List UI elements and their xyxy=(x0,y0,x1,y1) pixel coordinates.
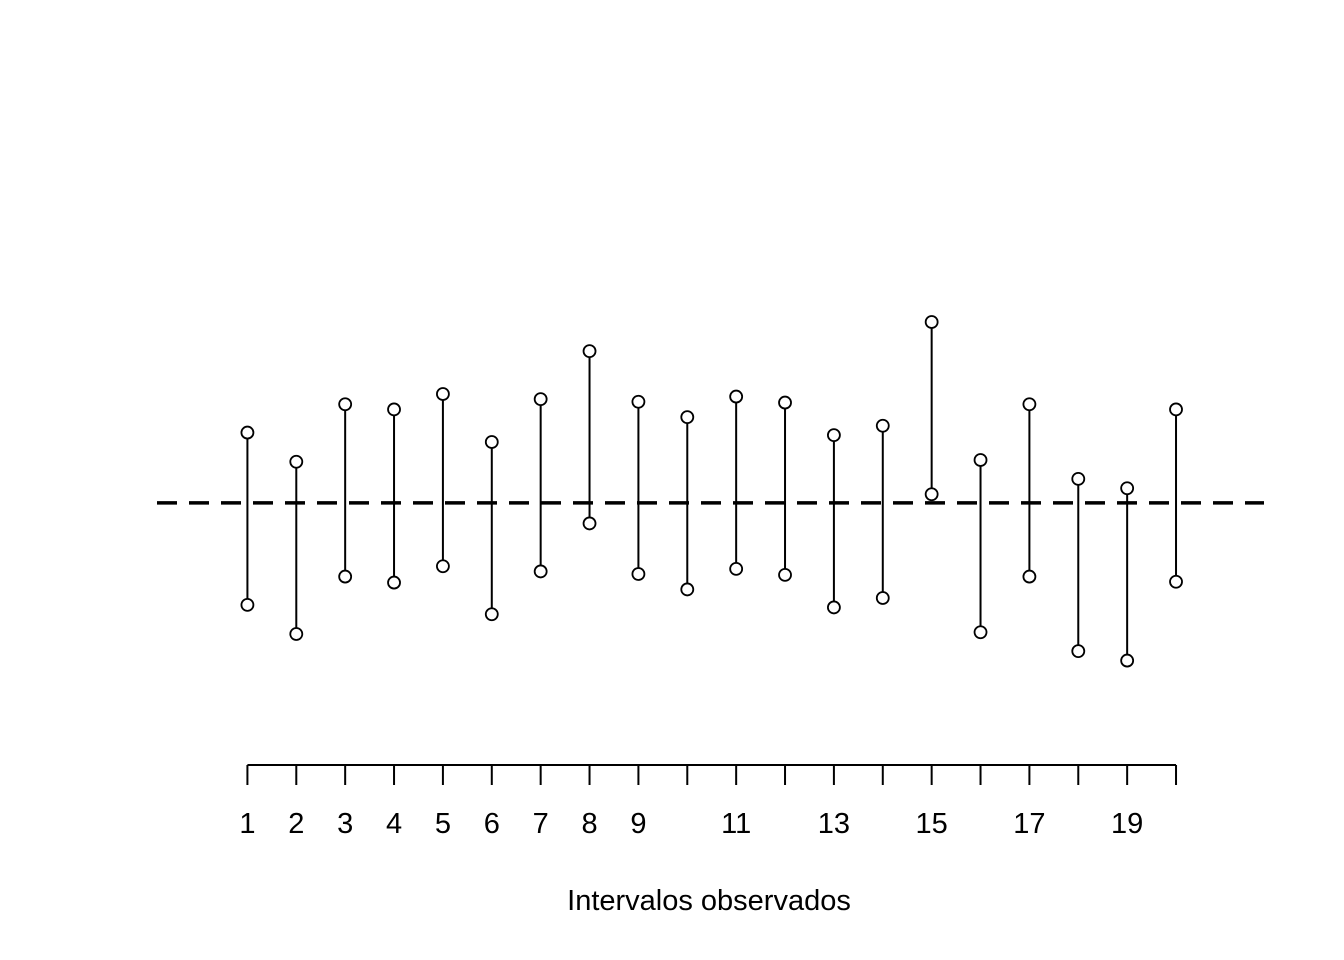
upper-bound-marker xyxy=(582,344,597,359)
lower-bound-marker xyxy=(484,607,499,622)
lower-bound-marker xyxy=(729,561,744,576)
upper-bound-marker xyxy=(387,402,401,417)
lower-bound-marker xyxy=(631,567,646,581)
x-axis-title: Intervalos observados xyxy=(567,885,851,917)
x-tick-label: 8 xyxy=(581,808,597,840)
lower-bound-marker xyxy=(533,564,548,579)
x-tick-label: 6 xyxy=(484,808,500,840)
interval-17 xyxy=(1022,397,1037,584)
lower-bound-marker xyxy=(973,625,988,640)
upper-bound-marker xyxy=(1022,397,1037,412)
upper-bound-marker xyxy=(1120,481,1135,496)
x-tick-label: 4 xyxy=(386,808,402,840)
upper-bound-marker xyxy=(289,454,304,469)
x-tick-label: 2 xyxy=(288,808,304,840)
interval-15 xyxy=(924,315,939,502)
upper-bound-marker xyxy=(729,389,744,404)
interval-1 xyxy=(240,425,255,612)
upper-bound-marker xyxy=(680,410,695,425)
upper-bound-marker xyxy=(1169,402,1183,417)
interval-11 xyxy=(729,389,744,576)
upper-bound-marker xyxy=(827,428,841,443)
lower-bound-marker xyxy=(1022,569,1037,584)
upper-bound-marker xyxy=(436,387,450,401)
x-tick-label: 13 xyxy=(818,808,850,840)
interval-6 xyxy=(484,435,499,622)
interval-3 xyxy=(338,397,353,584)
interval-12 xyxy=(778,395,792,582)
interval-4 xyxy=(387,402,401,590)
x-tick-label: 1 xyxy=(239,808,255,840)
interval-5 xyxy=(436,387,450,574)
lower-bound-marker xyxy=(338,569,353,584)
interval-layer xyxy=(240,315,1183,668)
interval-7 xyxy=(533,392,548,579)
lower-bound-marker xyxy=(387,575,401,590)
interval-13 xyxy=(827,428,841,615)
interval-9 xyxy=(631,394,646,581)
interval-14 xyxy=(875,418,890,605)
upper-bound-marker xyxy=(924,315,939,329)
lower-bound-marker xyxy=(1071,644,1086,659)
upper-bound-marker xyxy=(778,395,792,410)
interval-10 xyxy=(680,410,695,597)
upper-bound-marker xyxy=(973,453,988,467)
x-tick-label: 17 xyxy=(1013,808,1045,840)
x-axis: 1 2 3 4 5 6 7 8 9 11 13 15 17 19 xyxy=(239,764,1178,840)
interval-18 xyxy=(1071,471,1086,659)
interval-8 xyxy=(582,344,597,531)
lower-bound-marker xyxy=(680,582,695,597)
interval-16 xyxy=(973,453,988,640)
x-tick-label: 9 xyxy=(630,808,646,840)
upper-bound-marker xyxy=(875,418,890,433)
lower-bound-marker xyxy=(289,627,304,641)
upper-bound-marker xyxy=(338,397,353,412)
lower-bound-marker xyxy=(582,516,597,531)
x-tick-label: 7 xyxy=(533,808,549,840)
lower-bound-marker xyxy=(875,591,890,605)
lower-bound-marker xyxy=(924,487,939,502)
upper-bound-marker xyxy=(631,394,646,409)
lower-bound-marker xyxy=(827,600,841,615)
lower-bound-marker xyxy=(778,567,792,582)
upper-bound-marker xyxy=(240,425,255,440)
interval-19 xyxy=(1120,481,1135,668)
interval-20 xyxy=(1169,402,1183,589)
lower-bound-marker xyxy=(1120,653,1135,668)
x-tick-label: 3 xyxy=(337,808,353,840)
lower-bound-marker xyxy=(436,559,450,574)
lower-bound-marker xyxy=(240,597,255,612)
lower-bound-marker xyxy=(1169,574,1183,589)
interval-2 xyxy=(289,454,304,641)
upper-bound-marker xyxy=(484,435,499,449)
x-tick-label: 11 xyxy=(721,808,751,840)
x-tick-label: 15 xyxy=(916,808,948,840)
x-tick-label: 5 xyxy=(435,808,451,840)
x-tick-label: 19 xyxy=(1111,808,1143,840)
upper-bound-marker xyxy=(1071,471,1086,486)
upper-bound-marker xyxy=(533,392,548,407)
